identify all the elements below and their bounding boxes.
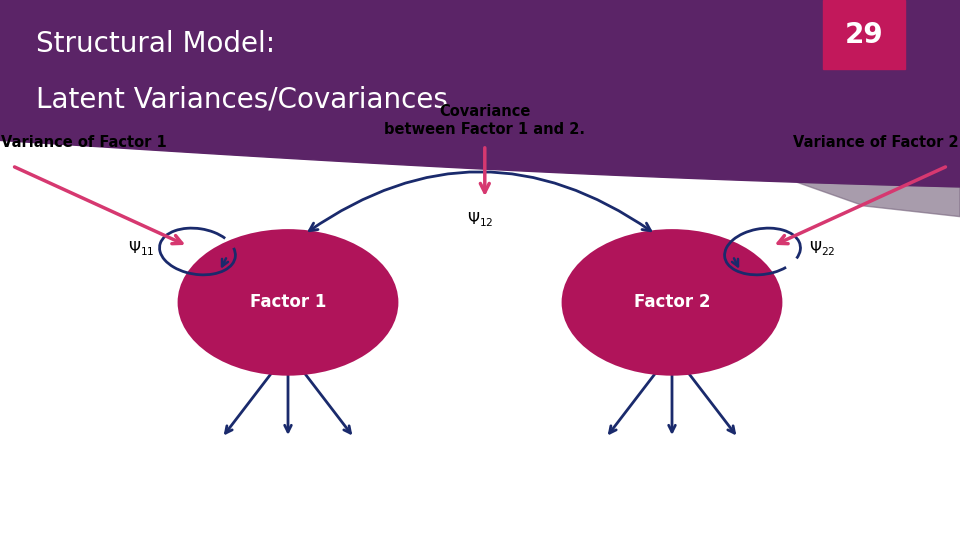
Text: Variance of Factor 2: Variance of Factor 2 — [793, 135, 959, 150]
Text: Covariance
between Factor 1 and 2.: Covariance between Factor 1 and 2. — [384, 105, 586, 137]
Text: Variance of Factor 1: Variance of Factor 1 — [1, 135, 167, 150]
Text: Factor 2: Factor 2 — [634, 293, 710, 312]
Ellipse shape — [562, 229, 782, 376]
Text: 29: 29 — [845, 21, 883, 49]
Text: Structural Model:: Structural Model: — [36, 30, 276, 58]
Text: $\Psi_{11}$: $\Psi_{11}$ — [128, 239, 155, 258]
Polygon shape — [823, 0, 905, 69]
Text: $\Psi_{12}$: $\Psi_{12}$ — [467, 210, 493, 229]
Text: $\Psi_{22}$: $\Psi_{22}$ — [808, 239, 835, 258]
Polygon shape — [0, 0, 960, 187]
Text: Latent Variances/Covariances: Latent Variances/Covariances — [36, 86, 448, 114]
Text: Factor 1: Factor 1 — [250, 293, 326, 312]
Polygon shape — [797, 182, 960, 217]
Ellipse shape — [178, 229, 398, 376]
